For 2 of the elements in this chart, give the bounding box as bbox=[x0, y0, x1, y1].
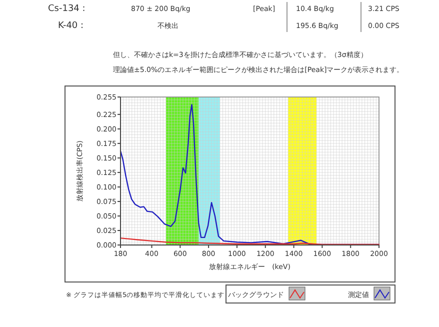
text: K-40 : bbox=[58, 21, 84, 31]
text: Cs-134 : bbox=[48, 4, 86, 14]
